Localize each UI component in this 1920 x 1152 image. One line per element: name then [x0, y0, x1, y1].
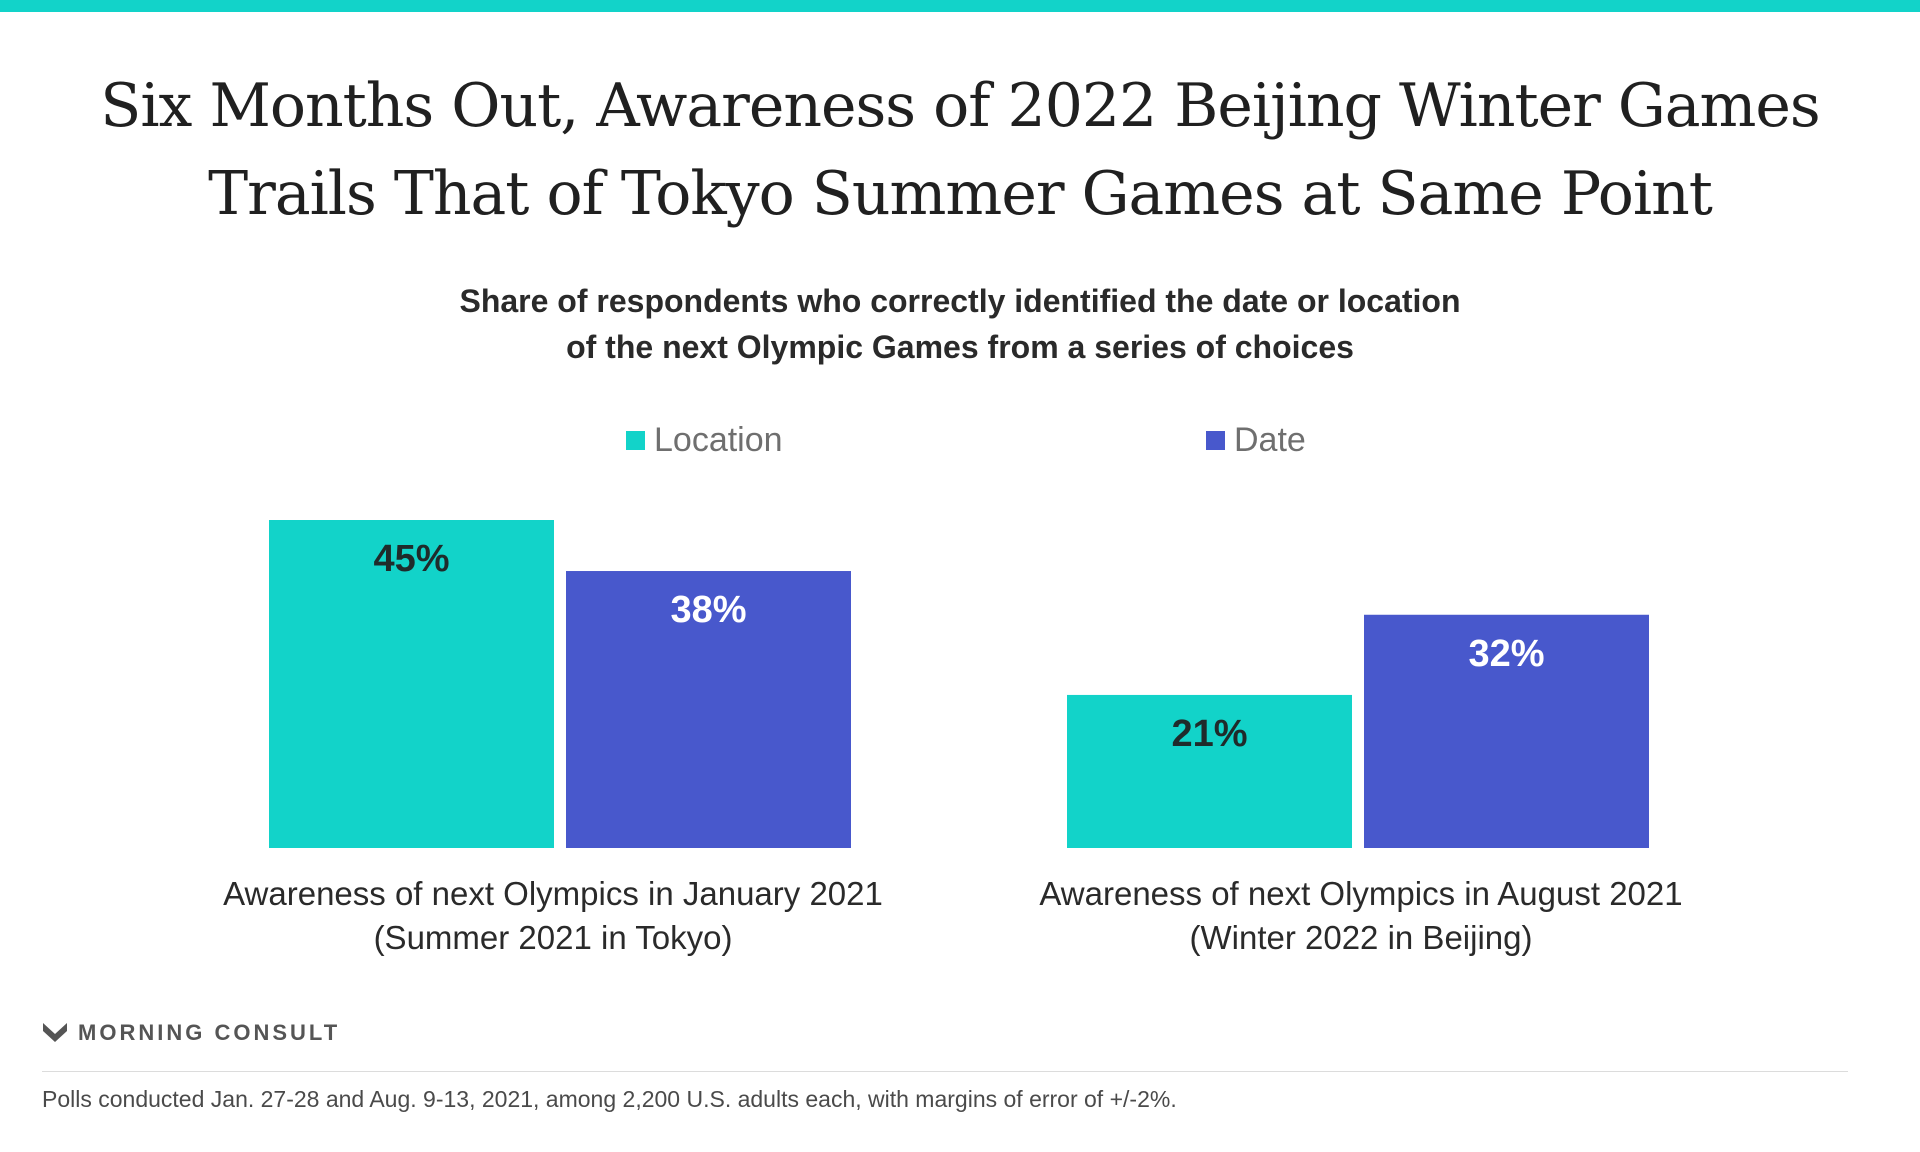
category-label-august: Awareness of next Olympics in August 202…	[961, 872, 1761, 960]
category-label-august-line-1: Awareness of next Olympics in August 202…	[1039, 875, 1683, 912]
bar-location-1	[1067, 694, 1352, 848]
top-accent-bar	[0, 0, 1920, 12]
category-label-january-line-1: Awareness of next Olympics in January 20…	[223, 875, 883, 912]
bar-date-1	[1364, 614, 1649, 848]
legend-label-location: Location	[654, 420, 783, 459]
bar-date-0	[566, 571, 851, 848]
legend-swatch-date	[1206, 430, 1225, 450]
footnote: Polls conducted Jan. 27-28 and Aug. 9-13…	[42, 1086, 1177, 1112]
chart-title: Six Months Out, Awareness of 2022 Beijin…	[100, 71, 1820, 229]
chart-subtitle: Share of respondents who correctly ident…	[200, 278, 1720, 370]
category-label-january-line-2: (Summer 2021 in Tokyo)	[373, 919, 733, 956]
legend-label-date: Date	[1234, 420, 1306, 459]
footer-divider	[42, 1071, 1848, 1072]
subtitle-line-1: Share of respondents who correctly ident…	[459, 283, 1461, 319]
brand-name: MORNING CONSULT	[78, 1020, 341, 1045]
subtitle-line-2: of the next Olympic Games from a series …	[566, 329, 1354, 365]
category-label-august-line-2: (Winter 2022 in Beijing)	[1189, 919, 1533, 956]
category-label-january: Awareness of next Olympics in January 20…	[153, 872, 953, 960]
bar-value-label-location-1: 21%	[1171, 713, 1247, 755]
legend-swatch-location	[626, 430, 645, 450]
bar-value-label-date-0: 38%	[670, 589, 746, 631]
morning-consult-m-icon	[43, 1023, 67, 1042]
bar-value-label-location-0: 45%	[373, 538, 449, 580]
legend-item-location: Location	[626, 420, 783, 460]
legend-item-date: Date	[1206, 420, 1306, 460]
brand-logo: MORNING CONSULT	[42, 1018, 340, 1048]
bar-value-label-date-1: 32%	[1468, 633, 1544, 675]
bar-location-0	[269, 520, 554, 848]
